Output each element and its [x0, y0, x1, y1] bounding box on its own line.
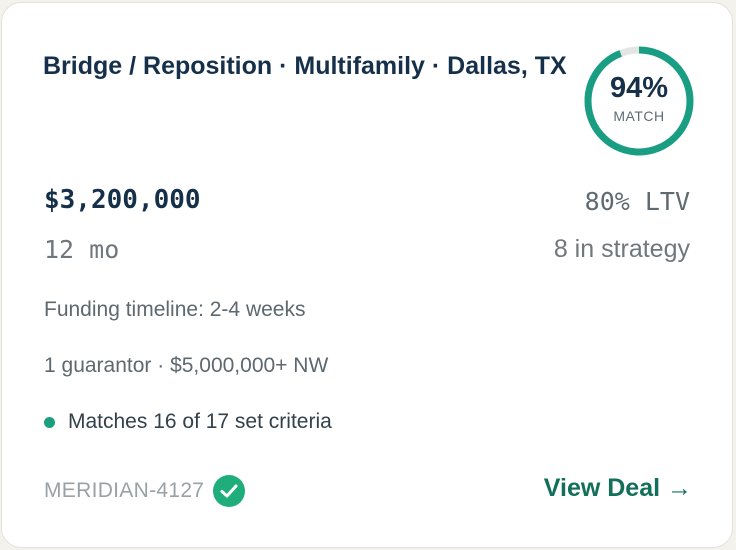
funding-timeline: Funding timeline: 2-4 weeks — [44, 298, 306, 321]
deal-id: MERIDIAN-4127 — [44, 479, 205, 502]
criteria-match: Matches 16 of 17 set criteria — [44, 410, 332, 434]
loan-amount: $3,200,000 — [44, 185, 201, 215]
match-label: MATCH — [613, 108, 665, 124]
match-progress-ring — [584, 46, 694, 156]
view-deal-link[interactable]: View Deal → — [543, 474, 692, 502]
deal-title: Bridge / Reposition · Multifamily · Dall… — [43, 52, 567, 80]
match-percent: 94% — [609, 72, 669, 104]
criteria-text: Matches 16 of 17 set criteria — [68, 410, 332, 433]
status-dot-icon — [44, 416, 55, 428]
strategy-count: 8 in strategy — [553, 235, 690, 263]
loan-term: 12 mo — [44, 235, 120, 264]
check-circle-icon — [213, 475, 246, 507]
deal-id-row: MERIDIAN-4127 — [44, 475, 246, 507]
ltv-value: 80% LTV — [584, 187, 690, 216]
match-score-ring: 94% MATCH — [582, 44, 696, 158]
guarantor-info: 1 guarantor · $5,000,000+ NW — [44, 354, 329, 377]
